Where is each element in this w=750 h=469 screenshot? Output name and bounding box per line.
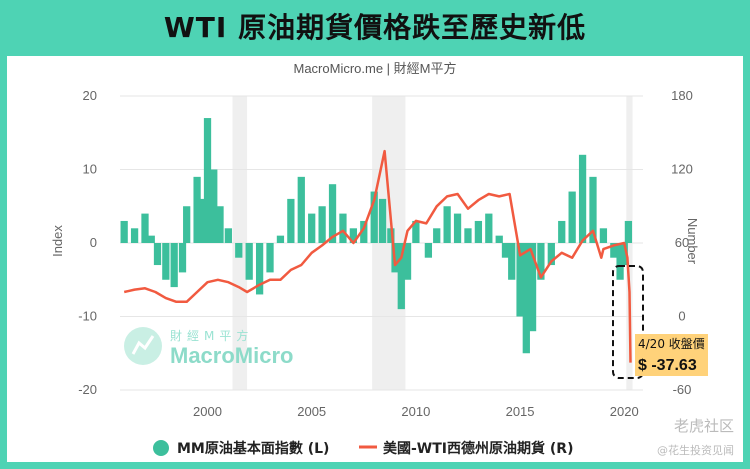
index-bar xyxy=(235,243,243,258)
index-bar xyxy=(522,243,530,354)
index-bar xyxy=(403,243,412,280)
index-bar xyxy=(276,235,285,243)
y-right-tick-60: 60 xyxy=(675,235,689,250)
index-bar xyxy=(216,206,224,243)
index-bar xyxy=(620,243,628,266)
wti-line xyxy=(123,149,632,363)
index-bar xyxy=(245,243,253,280)
y-right-tick-180: 180 xyxy=(671,88,693,103)
index-bar xyxy=(297,176,305,243)
x-tick-2020: 2020 xyxy=(610,404,639,419)
index-bar xyxy=(193,176,201,243)
x-tick-2005: 2005 xyxy=(297,404,326,419)
index-bar xyxy=(203,118,212,243)
index-bar xyxy=(558,220,566,243)
index-bar xyxy=(349,228,358,243)
index-bar xyxy=(610,243,618,258)
watermark-line2: @花生投资见闻 xyxy=(657,443,734,457)
macromicro-logo: 財經M平方 MacroMicro xyxy=(124,327,293,368)
annotation-price: $ -37.63 xyxy=(638,357,697,374)
legend-marker-index xyxy=(153,440,169,456)
annotation-bg xyxy=(635,334,708,376)
index-bar xyxy=(360,220,368,243)
index-bar xyxy=(308,213,316,243)
index-bar xyxy=(443,206,451,243)
index-bar xyxy=(616,243,624,280)
index-bar xyxy=(287,198,295,243)
index-bar xyxy=(516,243,524,317)
index-bar xyxy=(501,243,510,258)
y-left-tick-0: 0 xyxy=(90,235,97,250)
index-bar xyxy=(162,243,170,280)
x-tick-2010: 2010 xyxy=(401,404,430,419)
index-bar xyxy=(328,184,337,243)
index-bar xyxy=(508,243,516,280)
logo-en-text: MacroMicro xyxy=(170,343,293,368)
chart-panel: 財經M平方 MacroMicro 20 10 0 -10 -20 180 120 60 0 -60… xyxy=(7,56,743,462)
y-left-tick-20: 20 xyxy=(83,88,97,103)
index-bar xyxy=(318,206,326,243)
index-bar xyxy=(141,213,149,243)
legend-label-wti: 美國-WTI西德州原油期貨 (R) xyxy=(383,440,573,457)
index-bar xyxy=(170,243,178,288)
index-bar xyxy=(412,220,420,243)
watermark-line1: 老虎社区 xyxy=(674,417,734,435)
index-bar xyxy=(547,243,555,266)
index-bar xyxy=(224,228,232,243)
index-bar xyxy=(424,243,433,258)
index-bar xyxy=(178,243,187,273)
index-bar xyxy=(495,235,503,243)
index-bar xyxy=(485,213,493,243)
y-left-tick--20: -20 xyxy=(78,382,97,397)
legend: MM原油基本面指數 (L) 美國-WTI西德州原油期貨 (R) xyxy=(153,440,573,457)
highlight-box xyxy=(612,265,644,379)
index-bar xyxy=(387,228,395,243)
y-right-tick-0: 0 xyxy=(678,309,685,324)
index-bar xyxy=(378,198,387,243)
index-bar xyxy=(147,235,155,243)
x-tick-2015: 2015 xyxy=(506,404,535,419)
index-bar xyxy=(397,243,405,310)
y-left-tick--10: -10 xyxy=(78,309,97,324)
index-bar xyxy=(130,228,139,243)
index-bar xyxy=(568,191,576,243)
y-right-tick--60: -60 xyxy=(673,382,692,397)
index-bar xyxy=(210,169,218,243)
index-bar xyxy=(120,220,128,243)
index-bar xyxy=(255,243,264,295)
y-right-tick-120: 120 xyxy=(671,162,693,177)
index-bar xyxy=(624,220,633,243)
watermark: 老虎社区 @花生投资见闻 xyxy=(657,417,734,457)
y-axis-left-title: Index xyxy=(50,225,65,257)
y-left-tick-10: 10 xyxy=(83,162,97,177)
index-bar xyxy=(599,228,608,243)
chart-svg: 財經M平方 MacroMicro 20100-10-20180120600-60… xyxy=(50,61,734,457)
index-bar xyxy=(339,213,347,243)
index-bar xyxy=(153,243,162,266)
y-axis-right-title: Number xyxy=(685,218,700,265)
x-tick-2000: 2000 xyxy=(193,404,222,419)
annotation-date: 4/20 收盤價 xyxy=(638,337,705,351)
logo-cn-text: 財經M平方 xyxy=(170,328,253,343)
index-bar xyxy=(199,198,207,243)
index-bar xyxy=(589,176,597,243)
index-bar xyxy=(474,220,483,243)
index-bar xyxy=(578,154,587,243)
chart-subtitle: MacroMicro.me | 財經M平方 xyxy=(294,61,457,76)
index-bar xyxy=(370,191,378,243)
index-bar xyxy=(464,228,472,243)
index-bar xyxy=(183,206,191,243)
chart-title: WTI 原油期貨價格跌至歷史新低 xyxy=(163,11,587,44)
index-bar xyxy=(453,213,462,243)
index-bar xyxy=(266,243,274,273)
legend-label-index: MM原油基本面指數 (L) xyxy=(177,440,329,457)
index-bar xyxy=(433,228,441,243)
index-bar xyxy=(537,243,545,280)
index-bar xyxy=(528,243,537,332)
